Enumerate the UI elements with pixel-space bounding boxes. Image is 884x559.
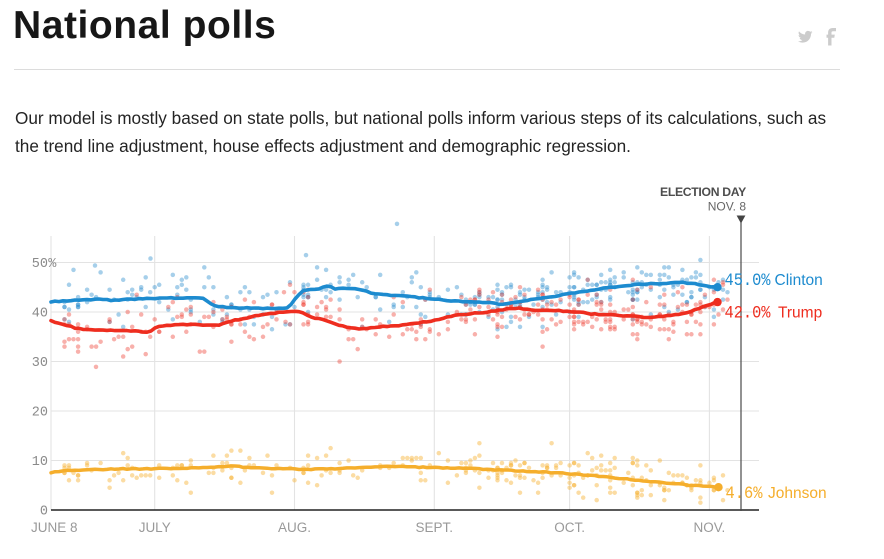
svg-text:JUNE 8: JUNE 8 <box>31 520 78 535</box>
svg-text:JULY: JULY <box>139 520 171 535</box>
svg-text:%: % <box>48 257 57 272</box>
svg-text:10: 10 <box>32 455 48 470</box>
svg-text:SEPT.: SEPT. <box>416 520 454 535</box>
svg-text:OCT.: OCT. <box>554 520 585 535</box>
svg-text:NOV. 8: NOV. 8 <box>708 200 747 214</box>
svg-text:Clinton: Clinton <box>775 272 823 289</box>
svg-text:20: 20 <box>32 406 48 421</box>
svg-text:30: 30 <box>32 356 48 371</box>
svg-text:50: 50 <box>32 257 48 272</box>
svg-text:Trump: Trump <box>778 305 822 322</box>
svg-text:45.0%: 45.0% <box>725 271 771 291</box>
svg-text:NOV.: NOV. <box>694 520 726 535</box>
svg-text:AUG.: AUG. <box>278 520 311 535</box>
svg-text:42.0%: 42.0% <box>725 304 771 324</box>
svg-text:4.6%: 4.6% <box>726 484 763 504</box>
svg-text:40: 40 <box>32 307 48 322</box>
svg-text:ELECTION DAY: ELECTION DAY <box>660 185 746 199</box>
svg-text:Johnson: Johnson <box>768 485 827 502</box>
svg-text:0: 0 <box>40 505 48 520</box>
